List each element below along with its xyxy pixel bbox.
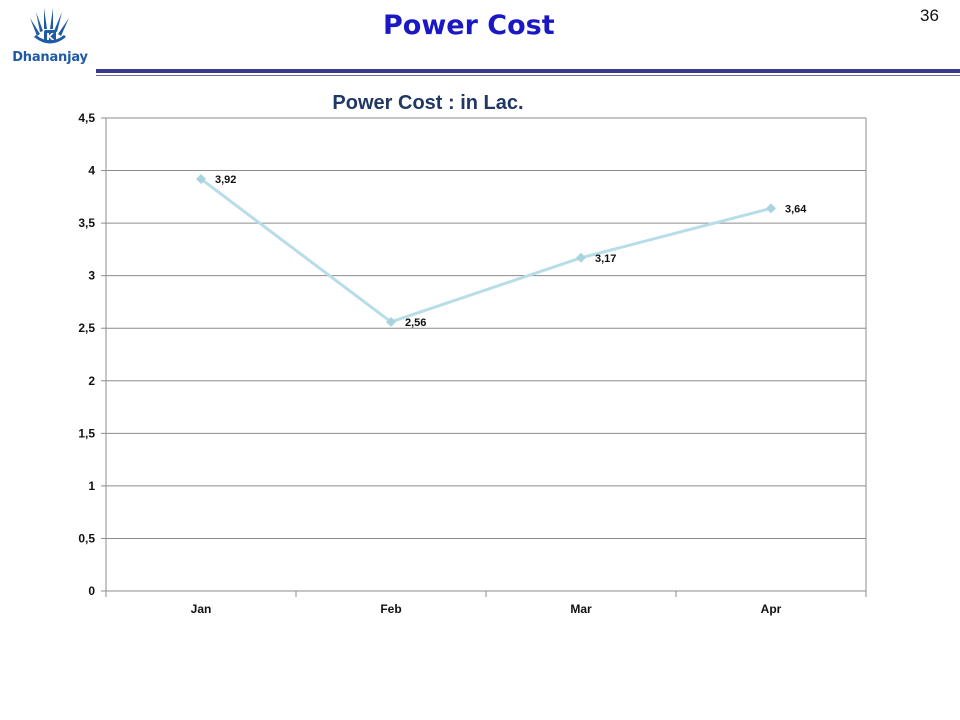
data-label: 2,56: [405, 317, 426, 329]
svg-text:K: K: [46, 32, 55, 43]
data-point-marker: [576, 252, 586, 263]
chart-title: Power Cost : in Lac.: [332, 92, 523, 114]
series-line: [200, 177, 772, 324]
title-divider: [96, 69, 960, 73]
y-tick-label: 2,5: [78, 321, 95, 335]
y-tick-label: 1: [88, 479, 95, 493]
page-number: 36: [920, 6, 939, 25]
y-axis-tick-labels: 0 0,5 1 1,5 2 2,5 3 3,5 4 4,5: [78, 111, 95, 598]
logo-text: Dhananjay: [12, 50, 88, 65]
chart-gridlines: [106, 117, 866, 592]
data-label: 3,17: [595, 253, 616, 265]
y-tick-label: 0: [88, 584, 95, 598]
x-tick-label: Apr: [761, 602, 782, 616]
y-tick-label: 4: [88, 164, 95, 178]
page-title: Power Cost: [383, 10, 555, 41]
data-point-marker: [766, 203, 776, 214]
y-tick-label: 2: [88, 374, 95, 388]
x-axis-tick-labels: Jan Feb Mar Apr: [191, 602, 782, 616]
y-tick-label: 4,5: [78, 111, 95, 125]
data-series: [196, 173, 776, 327]
data-label: 3,92: [215, 174, 236, 186]
data-label: 3,64: [785, 203, 807, 215]
data-labels: 3,92 2,56 3,17 3,64: [215, 174, 807, 329]
company-logo: K Dhananjay: [8, 4, 92, 68]
x-tick-label: Feb: [380, 602, 401, 616]
y-tick-label: 1,5: [78, 426, 95, 440]
y-tick-label: 3: [88, 269, 95, 283]
x-tick-label: Mar: [570, 602, 592, 616]
data-point-marker: [196, 173, 206, 184]
title-divider-thin: [96, 75, 960, 76]
y-tick-label: 0,5: [78, 531, 95, 545]
logo-mark-icon: K: [30, 8, 69, 44]
y-tick-label: 3,5: [78, 216, 95, 230]
chart-axes: [101, 117, 867, 597]
data-point-marker: [386, 316, 396, 327]
x-tick-label: Jan: [191, 602, 212, 616]
